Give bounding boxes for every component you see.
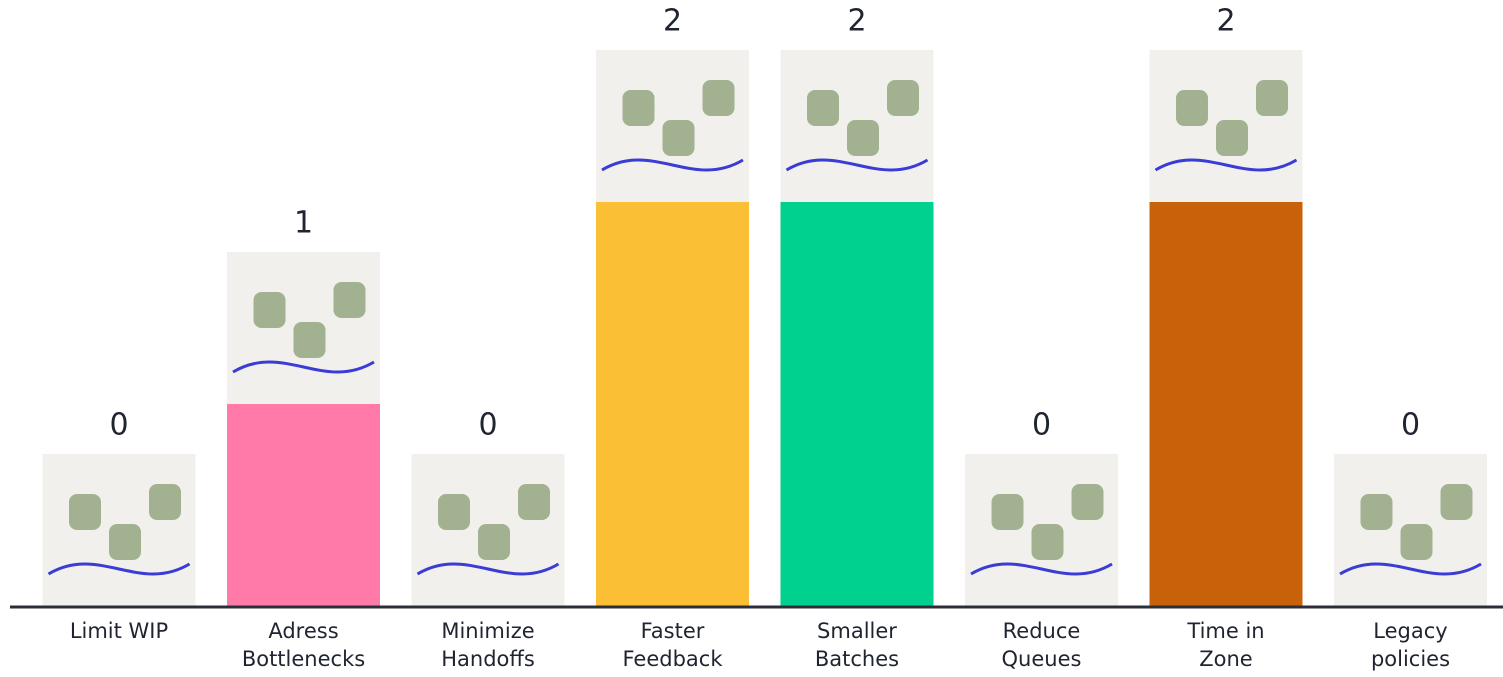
value-label: 2 [663,4,682,39]
x-tick-label: Zone [1199,647,1252,671]
thumbnail [780,50,934,202]
x-tick-label: Feedback [622,647,723,671]
sketch-shape [662,120,695,156]
x-tick-label: Limit WIP [70,619,168,643]
sketch-line [1154,158,1298,172]
value-label: 0 [478,408,497,443]
sketch-line [232,360,375,374]
sketch-shape [109,524,141,560]
sketch-shape [438,494,470,530]
x-tick-label: Smaller [817,619,897,643]
thumbnail [42,454,196,606]
thumbnail [1149,50,1303,202]
sketch-shape [702,80,735,116]
x-tick-label: Queues [1002,647,1082,671]
sketch-shape [149,484,181,520]
thumbnail [411,454,565,606]
value-label: 0 [109,408,128,443]
sketch-shape [69,494,101,530]
x-tick-label: Handoffs [441,647,535,671]
value-label: 0 [1401,408,1420,443]
sketch-shape [518,484,550,520]
bar [596,202,749,606]
x-tick-label: Time in [1186,619,1264,643]
sketch-line [1339,562,1482,576]
sketch-shape [991,494,1024,530]
value-label: 1 [294,206,313,241]
sketch-line [47,562,191,576]
sketch-shape [253,292,286,328]
x-tick-label: Adress [268,619,338,643]
sketch-shape [293,322,326,358]
sketch-shape [847,120,879,156]
sketch-shape [1031,524,1064,560]
thumbnail [596,50,749,202]
value-label: 2 [1216,4,1235,39]
sketch-shape [807,90,839,126]
sketch-shape [1440,484,1473,520]
sketch-shape [1400,524,1433,560]
sketch-line [970,562,1113,576]
x-tick-label: Reduce [1003,619,1081,643]
sketch-shape [1256,80,1288,116]
value-label: 2 [847,4,866,39]
x-tick-label: Legacy [1373,619,1447,643]
thumbnail [1334,454,1487,606]
sketch-shape [1216,120,1248,156]
bar [227,404,380,606]
bar [780,202,934,606]
sketch-shape [622,90,655,126]
sketch-shape [1176,90,1208,126]
sketch-shape [887,80,919,116]
thumbnail [965,454,1118,606]
sketch-line [601,158,744,172]
sketch-shape [1360,494,1393,530]
x-tick-label: Minimize [441,619,534,643]
sketch-shape [1071,484,1104,520]
x-tick-label: policies [1371,647,1450,671]
value-label: 0 [1032,408,1051,443]
thumbnail [227,252,380,404]
sketch-line [785,158,929,172]
bar [1149,202,1303,606]
x-tick-label: Bottlenecks [242,647,365,671]
sketch-line [416,562,560,576]
x-tick-label: Batches [815,647,899,671]
sketch-shape [333,282,366,318]
x-tick-label: Faster [641,619,705,643]
sketch-shape [478,524,510,560]
